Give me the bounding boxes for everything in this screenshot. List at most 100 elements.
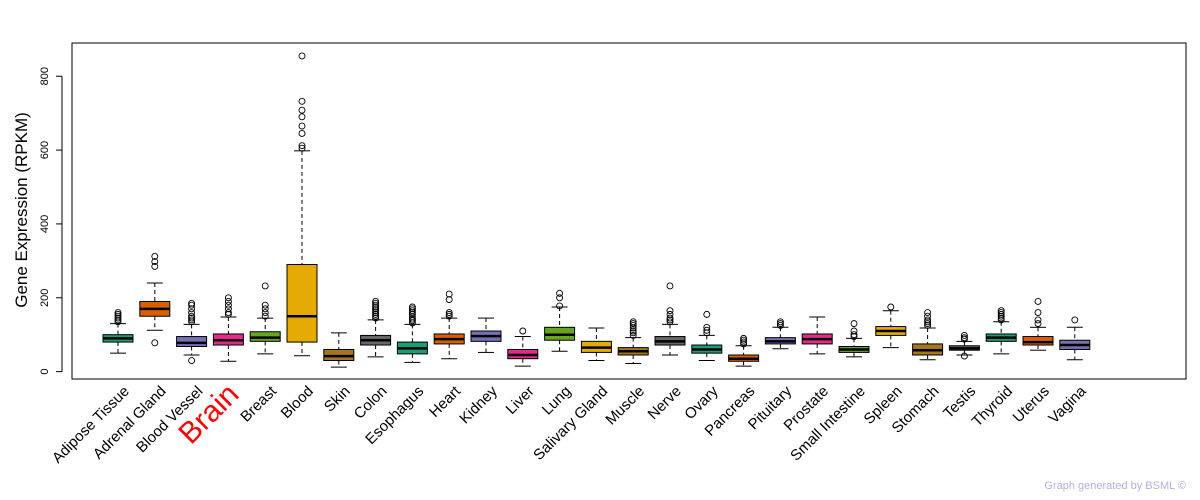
outlier-point <box>740 334 748 342</box>
outlier-point <box>629 320 637 328</box>
outlier-point <box>445 310 453 318</box>
outlier-point <box>629 327 637 335</box>
box-brain <box>212 294 244 362</box>
outlier-point <box>298 142 306 150</box>
box-spleen <box>875 303 907 349</box>
outlier-point <box>114 309 122 316</box>
outlier-point <box>188 305 196 313</box>
outlier-point <box>372 309 380 316</box>
outlier-point <box>188 318 196 326</box>
outlier-point <box>850 333 858 340</box>
outlier-point <box>188 314 196 322</box>
box-lung <box>544 289 576 352</box>
outlier-point <box>924 320 932 328</box>
outlier-point <box>224 301 232 309</box>
x-tick-label: Uterus <box>1010 383 1053 426</box>
x-tick-label: Breast <box>237 382 280 425</box>
outlier-point <box>372 301 380 309</box>
outlier-point <box>703 323 711 331</box>
outlier-point <box>114 314 122 322</box>
outlier-point <box>703 326 711 334</box>
box-breast <box>249 282 281 355</box>
outlier-point <box>408 309 416 316</box>
y-axis-label: Gene Expression (RPKM) <box>12 112 31 308</box>
outlier-point <box>1034 298 1042 305</box>
outlier-point <box>298 113 306 121</box>
y-axis: 0 200 400 600 800 <box>39 67 63 375</box>
outlier-point <box>261 282 269 290</box>
outlier-point <box>224 294 232 302</box>
box-body <box>286 264 318 343</box>
outlier-point <box>629 322 637 329</box>
outlier-point <box>960 334 968 342</box>
outlier-point <box>776 318 784 326</box>
outlier-point <box>740 338 748 346</box>
outlier-point <box>188 316 196 324</box>
outlier-point <box>224 305 232 313</box>
outlier-point <box>556 294 564 302</box>
outlier-point <box>776 322 784 329</box>
outlier-point <box>445 312 453 320</box>
y-tick-label: 800 <box>39 67 51 85</box>
outlier-point <box>261 305 269 313</box>
outlier-point <box>1071 316 1079 324</box>
outlier-point <box>408 307 416 315</box>
outlier-point <box>997 309 1005 316</box>
outlier-point <box>997 314 1005 322</box>
outlier-point <box>629 331 637 339</box>
outlier-point <box>629 318 637 326</box>
outlier-point <box>224 298 232 305</box>
outlier-point <box>666 282 674 290</box>
footer-credit: Graph generated by BSML © <box>1044 480 1186 492</box>
outlier-point <box>703 310 711 318</box>
outlier-point <box>372 303 380 311</box>
y-tick-label: 200 <box>39 289 51 307</box>
outlier-point <box>114 312 122 320</box>
outlier-point <box>261 312 269 320</box>
outlier-point <box>372 298 380 305</box>
outlier-point <box>666 310 674 318</box>
box-small-intestine <box>838 320 870 358</box>
outlier-point <box>1034 316 1042 324</box>
outlier-point <box>445 290 453 298</box>
outlier-point <box>151 258 159 266</box>
box-prostate <box>801 316 833 355</box>
outlier-point <box>224 310 232 318</box>
box-esophagus <box>396 303 428 363</box>
outlier-point <box>850 331 858 339</box>
outlier-point <box>372 310 380 318</box>
outlier-point <box>372 305 380 313</box>
y-tick-label: 0 <box>39 369 51 375</box>
x-tick-label: Blood <box>278 383 317 422</box>
box-blood-vessel <box>176 299 208 364</box>
outlier-point <box>188 301 196 309</box>
box-body <box>176 336 208 348</box>
outlier-point <box>666 314 674 322</box>
outlier-point <box>372 299 380 307</box>
outlier-point <box>556 289 564 297</box>
x-tick-label: Kidney <box>456 382 501 427</box>
outlier-point <box>188 309 196 316</box>
outlier-point <box>924 309 932 316</box>
x-tick-label: Nerve <box>645 383 685 423</box>
outlier-point <box>1034 309 1042 316</box>
outlier-point <box>114 316 122 324</box>
outlier-point <box>408 303 416 311</box>
outlier-point <box>151 252 159 260</box>
box-uterus <box>1022 298 1054 351</box>
box-testis <box>948 331 980 360</box>
outlier-point <box>298 130 306 137</box>
outlier-point <box>408 310 416 318</box>
box-colon <box>360 298 392 358</box>
outlier-point <box>850 320 858 328</box>
outlier-point <box>629 329 637 337</box>
box-thyroid <box>985 307 1017 355</box>
outlier-point <box>151 339 159 347</box>
outlier-point <box>776 320 784 328</box>
outlier-point <box>224 309 232 316</box>
outlier-point <box>960 352 968 360</box>
box-kidney <box>470 317 502 353</box>
outlier-point <box>924 322 932 329</box>
box-body <box>1022 336 1054 346</box>
